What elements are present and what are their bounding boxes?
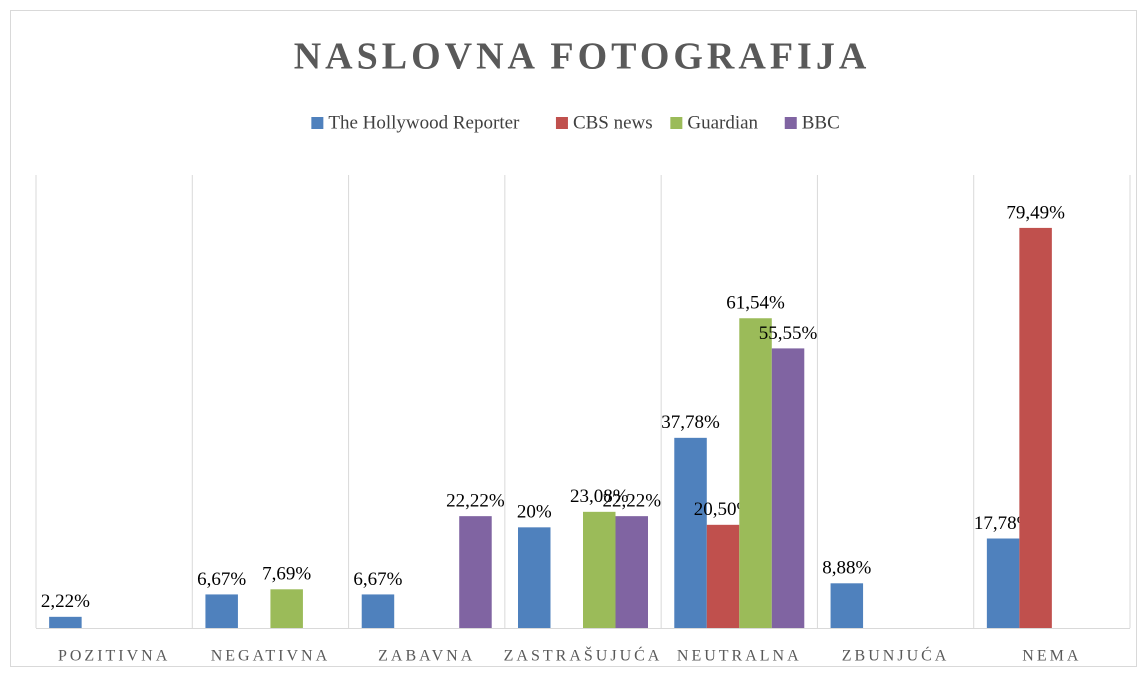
chart-title: NASLOVNA FOTOGRAFIJA: [294, 36, 871, 78]
x-tick-label: ZABAVNA: [378, 648, 475, 665]
x-tick-label: ZBUNJUĆA: [842, 646, 950, 665]
data-label: 22,22%: [602, 491, 661, 512]
x-tick-label: ZASTRAŠUJUĆA: [504, 646, 663, 665]
bar: [518, 527, 551, 628]
data-label: 22,22%: [446, 491, 505, 512]
x-tick-label: NEUTRALNA: [677, 648, 802, 665]
data-label: 55,55%: [759, 323, 818, 344]
bar: [674, 437, 707, 628]
data-label: 37,78%: [661, 412, 720, 433]
bar: [270, 589, 303, 628]
legend-swatch: [670, 117, 683, 129]
legend-label: CBS news: [573, 112, 653, 133]
data-label: 61,54%: [726, 293, 785, 314]
x-tick-label: NEGATIVNA: [211, 648, 330, 665]
data-label: 8,88%: [822, 558, 871, 579]
data-label: 7,69%: [262, 564, 311, 585]
bar: [615, 516, 648, 628]
data-label: 20%: [517, 502, 552, 523]
bar: [361, 594, 395, 628]
legend-swatch: [311, 117, 324, 129]
data-label: 79,49%: [1006, 202, 1065, 223]
bar: [205, 594, 238, 628]
data-label: 6,67%: [197, 569, 246, 590]
bar: [49, 616, 82, 628]
legend-swatch: [555, 117, 568, 129]
data-label: 17,78%: [974, 513, 1033, 534]
chart-frame: [10, 10, 1137, 667]
legend-swatch: [784, 117, 797, 129]
legend-label: Guardian: [687, 112, 758, 133]
legend-label: The Hollywood Reporter: [328, 112, 520, 133]
bar: [830, 583, 864, 628]
data-label: 2,22%: [41, 591, 90, 612]
bar: [771, 348, 805, 628]
x-tick-label: NEMA: [1022, 648, 1081, 665]
legend-label: BBC: [802, 112, 840, 133]
x-tick-label: POZITIVNA: [58, 648, 170, 665]
data-label: 23,08%: [570, 486, 629, 507]
bar: [583, 511, 616, 628]
bar: [459, 516, 492, 628]
bar: [739, 318, 772, 628]
data-label: 20,50%: [694, 499, 753, 520]
bar: [986, 538, 1020, 628]
data-label: 6,67%: [353, 569, 402, 590]
bar: [706, 524, 740, 628]
bar: [1019, 227, 1052, 628]
